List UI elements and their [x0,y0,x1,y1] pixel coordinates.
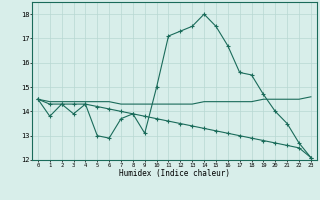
X-axis label: Humidex (Indice chaleur): Humidex (Indice chaleur) [119,169,230,178]
